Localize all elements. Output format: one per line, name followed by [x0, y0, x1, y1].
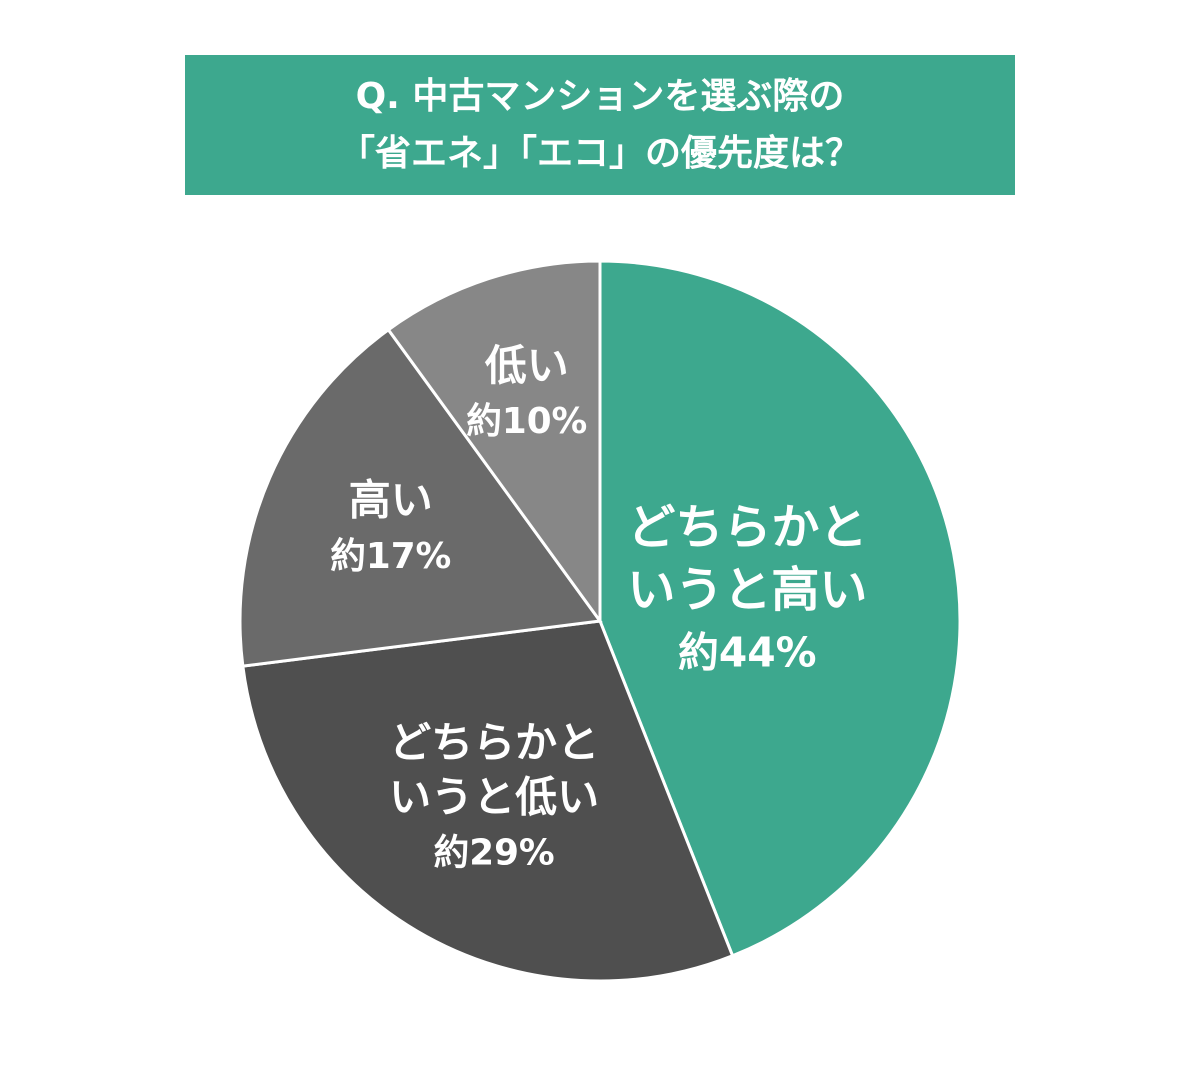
pie-slice	[386, 259, 602, 626]
slice-label: いうと高い	[627, 562, 867, 618]
pie-slice	[238, 327, 603, 668]
slice-label: 低い	[485, 341, 569, 390]
slice-label: いうと低い	[389, 773, 599, 822]
chart-title: 「省エネ」「エコ」の優先度は？	[339, 133, 861, 174]
slice-label: 高い	[349, 476, 433, 525]
chart-title: Q. 中古マンションを選ぶ際の	[356, 76, 845, 117]
slice-value-label: 約17%	[330, 536, 451, 577]
slice-value-label: 約10%	[466, 401, 587, 442]
pie-slice	[241, 619, 735, 983]
slice-label: どちらかと	[627, 499, 867, 555]
pie-slice	[598, 259, 962, 958]
slice-value-label: 約29%	[434, 833, 555, 874]
slice-value-label: 約44%	[678, 628, 816, 676]
slice-label: どちらかと	[389, 718, 599, 767]
title-background	[185, 55, 1015, 195]
